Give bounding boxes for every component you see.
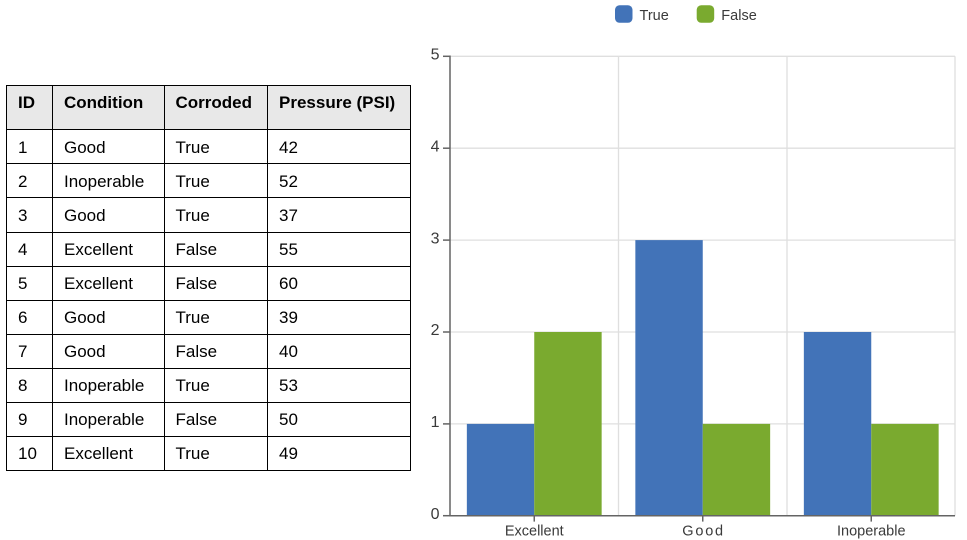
svg-text:1: 1 bbox=[431, 414, 440, 431]
svg-text:0: 0 bbox=[431, 506, 440, 523]
svg-text:2: 2 bbox=[431, 322, 440, 339]
svg-text:4: 4 bbox=[431, 138, 440, 155]
svg-text:Inoperable: Inoperable bbox=[837, 524, 906, 540]
svg-text:True: True bbox=[640, 8, 669, 24]
svg-text:5: 5 bbox=[431, 47, 440, 64]
svg-text:False: False bbox=[721, 8, 756, 24]
svg-text:3: 3 bbox=[431, 230, 440, 247]
svg-text:Excellent: Excellent bbox=[505, 524, 564, 540]
svg-text:Good: Good bbox=[682, 524, 725, 540]
